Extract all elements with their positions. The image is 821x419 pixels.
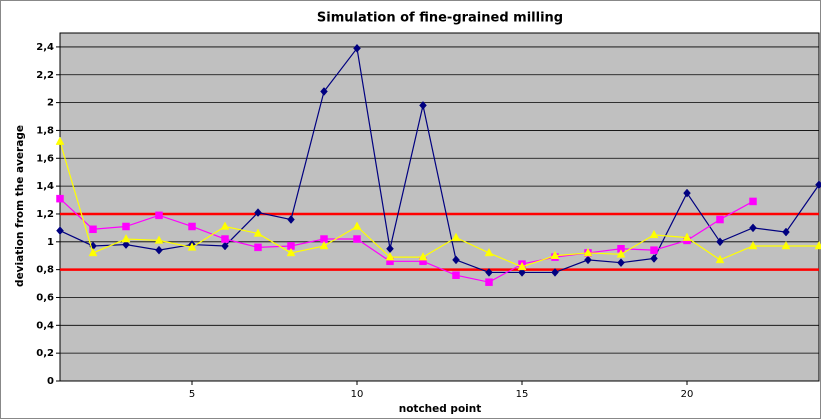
y-tick-label: 1,4 (36, 181, 54, 192)
y-tick-label: 0,4 (36, 320, 54, 331)
marker (716, 215, 724, 224)
marker (254, 208, 262, 217)
x-tick-label: 20 (681, 389, 694, 400)
y-tick-label: 2 (47, 98, 54, 109)
marker (485, 278, 493, 286)
marker (286, 247, 296, 257)
y-tick-label: 2,2 (36, 70, 54, 81)
marker (352, 221, 362, 230)
marker (155, 211, 163, 220)
marker (220, 221, 230, 230)
y-tick-label: 2,4 (36, 42, 54, 53)
y-tick-label: 1,8 (36, 125, 54, 136)
series-line (59, 141, 819, 268)
marker (56, 194, 64, 203)
y-tick-label: 0,8 (36, 265, 54, 276)
plot-area (59, 32, 820, 382)
marker (682, 232, 692, 241)
y-tick-label: 0,2 (36, 348, 54, 359)
marker (716, 237, 724, 247)
marker (287, 215, 295, 224)
marker (122, 222, 130, 231)
y-tick-label: 0 (47, 376, 54, 387)
marker (187, 242, 197, 251)
marker (650, 246, 658, 254)
marker (88, 247, 98, 257)
marker (319, 240, 329, 250)
marker (782, 227, 790, 237)
x-axis-title: notched point (399, 403, 482, 415)
marker (320, 87, 328, 96)
y-tick-label: 1,2 (36, 209, 54, 220)
marker (650, 254, 658, 263)
marker (155, 245, 163, 255)
marker (583, 247, 593, 257)
marker (451, 232, 461, 241)
y-tick-label: 1 (47, 237, 54, 248)
marker (749, 223, 757, 233)
marker (815, 180, 821, 190)
marker (188, 222, 196, 231)
x-tick-label: 10 (351, 389, 364, 400)
marker (484, 247, 494, 257)
marker (89, 225, 97, 234)
marker (353, 235, 361, 243)
marker (550, 250, 560, 259)
marker (154, 235, 164, 244)
marker (748, 240, 758, 250)
marker (353, 43, 361, 53)
marker (253, 228, 263, 237)
y-tick-label: 1,6 (36, 153, 54, 164)
marker (814, 240, 821, 250)
marker (617, 258, 625, 268)
marker (254, 243, 262, 252)
marker (418, 252, 428, 261)
marker (683, 188, 691, 198)
marker (518, 268, 526, 277)
series-line (59, 198, 754, 283)
chart-title: Simulation of fine-grained milling (317, 11, 563, 26)
x-tick-label: 5 (189, 389, 195, 400)
marker (55, 136, 65, 145)
marker (419, 101, 427, 110)
x-tick-label: 15 (516, 389, 529, 400)
marker (616, 249, 626, 258)
marker (517, 261, 527, 271)
marker (715, 254, 725, 264)
marker (551, 268, 559, 277)
marker (385, 252, 395, 261)
y-tick-label: 0,6 (36, 292, 54, 303)
y-axis-title: deviation from the average (14, 125, 26, 287)
marker (584, 255, 592, 265)
marker (221, 241, 229, 251)
marker (649, 229, 659, 239)
marker (781, 240, 791, 250)
marker (56, 226, 64, 236)
marker (452, 271, 460, 279)
series-line (59, 46, 820, 274)
marker (221, 235, 229, 243)
marker (122, 240, 130, 249)
marker (452, 255, 460, 265)
marker (749, 197, 757, 206)
marker (485, 268, 493, 277)
marker (121, 233, 131, 243)
